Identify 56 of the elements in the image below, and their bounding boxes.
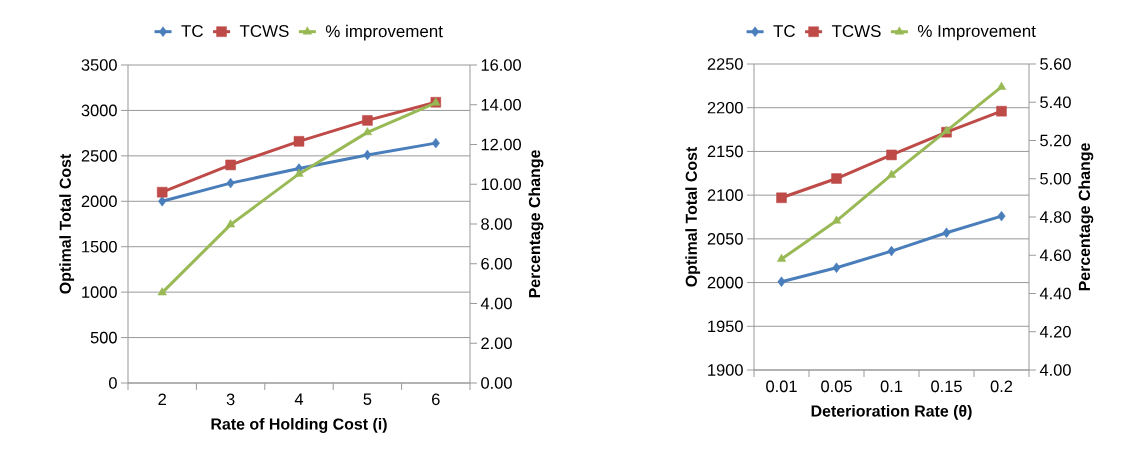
- y2-tick-label: 8.00: [481, 218, 512, 230]
- legend-label: TC: [773, 25, 795, 38]
- y-tick-label: 2150: [707, 145, 743, 158]
- y2-tick-label: 4.60: [1039, 249, 1071, 262]
- y2-tick-label: 12.00: [481, 138, 521, 151]
- y2-tick-label: 5.60: [1040, 58, 1071, 70]
- y2-tick-label: 6.00: [481, 257, 512, 270]
- y2-tick-label: 5.40: [1040, 96, 1071, 109]
- x-tick-label: 0.2: [990, 380, 1013, 393]
- y2-tick-label: 0.00: [481, 377, 512, 389]
- y2-tick-label: 10.00: [481, 178, 521, 191]
- y-tick-label: 2500: [81, 150, 117, 162]
- y-tick-label: 3500: [81, 59, 117, 71]
- y2-axis-title: Percentage Change: [1078, 143, 1094, 291]
- y2-tick-label: 4.00: [1039, 364, 1071, 376]
- y2-tick-label: 5.00: [1040, 172, 1071, 185]
- y-tick-label: 3000: [81, 104, 117, 117]
- x-tick-label: 6: [432, 393, 440, 406]
- x-tick-label: 0.15: [931, 380, 962, 393]
- y2-tick-label: 4.20: [1039, 325, 1071, 338]
- legend-label: TC: [181, 25, 203, 37]
- y-tick-label: 1950: [708, 320, 743, 333]
- y-tick-label: 2200: [707, 101, 743, 114]
- y2-tick-label: 4.00: [480, 297, 512, 310]
- y2-tick-label: 4.40: [1039, 287, 1071, 300]
- y-tick-label: 2000: [81, 195, 117, 208]
- legend-label: % Improvement: [917, 25, 1036, 41]
- legend-label: TCWS: [831, 25, 881, 38]
- y-tick-label: 2250: [707, 58, 743, 70]
- y-tick-label: 500: [90, 331, 117, 344]
- legend-label: TCWS: [239, 25, 289, 37]
- y-tick-label: 2100: [707, 189, 743, 201]
- x-tick-label: 4: [294, 393, 304, 405]
- y2-axis-title: Percentage Change: [528, 150, 544, 298]
- y-tick-label: 1500: [82, 240, 117, 253]
- y2-tick-label: 16.00: [481, 59, 521, 71]
- y2-tick-label: 14.00: [481, 98, 521, 111]
- y-tick-label: 1900: [708, 364, 743, 376]
- y-axis-title: Optimal Total Cost: [685, 146, 701, 287]
- x-tick-label: 5: [363, 393, 372, 405]
- y-tick-label: 0: [109, 377, 117, 389]
- x-tick-label: 0.05: [821, 380, 852, 393]
- y-tick-label: 2050: [707, 233, 743, 245]
- x-tick-label: 3: [226, 393, 235, 406]
- x-tick-label: 0.01: [766, 380, 797, 393]
- x-axis-title: Deterioration Rate (θ): [811, 404, 972, 420]
- x-axis-title: Rate of Holding Cost (i): [211, 417, 387, 433]
- y-tick-label: 1000: [82, 286, 117, 298]
- y-tick-label: 2000: [707, 276, 743, 289]
- y2-tick-label: 2.00: [481, 337, 512, 350]
- y-axis-title: Optimal Total Cost: [59, 153, 75, 294]
- y2-tick-label: 4.80: [1039, 211, 1071, 223]
- x-tick-label: 0.1: [880, 380, 903, 393]
- legend-label: % improvement: [325, 24, 443, 41]
- x-tick-label: 2: [158, 393, 166, 405]
- y2-tick-label: 5.20: [1040, 134, 1071, 147]
